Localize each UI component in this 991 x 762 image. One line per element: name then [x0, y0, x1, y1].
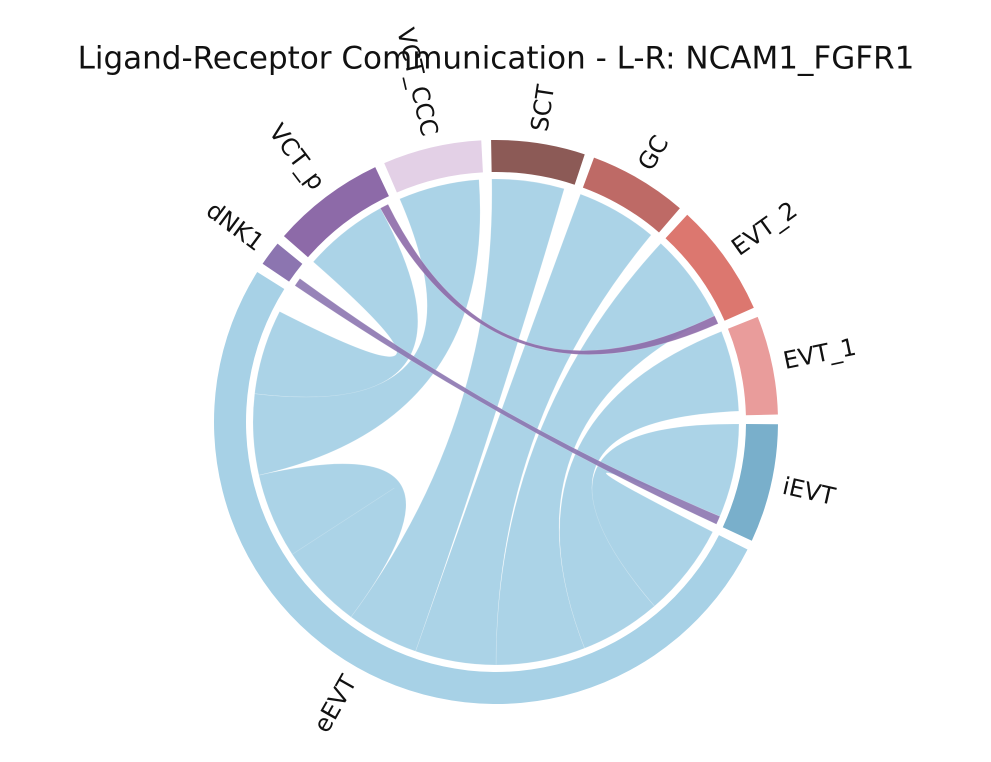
node-label: iEVT [780, 472, 838, 511]
chord [294, 278, 721, 525]
node-label: SCT [525, 83, 560, 134]
chords [252, 178, 740, 666]
node-label: eEVT [308, 670, 363, 737]
chord [258, 463, 407, 618]
node-label: EVT_2 [726, 196, 802, 262]
chart-title: Ligand-Receptor Communication - L-R: NCA… [78, 41, 915, 77]
node-arc [213, 271, 748, 705]
chord [350, 178, 565, 652]
node-arc [384, 140, 483, 193]
node-arc [582, 157, 680, 233]
node-arc [283, 167, 389, 258]
chord [379, 203, 719, 355]
chord [495, 242, 715, 666]
chord [254, 207, 418, 398]
node-label: GC [632, 131, 674, 176]
node-label: dNK1 [201, 196, 269, 257]
node-label: EVT_1 [781, 333, 859, 375]
node-arc [491, 140, 585, 185]
node-arc [262, 243, 303, 282]
node-arc [727, 316, 778, 416]
chord [559, 331, 740, 649]
node-arc [722, 424, 778, 541]
node-label: VCT_p [263, 118, 331, 195]
node-arc [665, 214, 754, 321]
